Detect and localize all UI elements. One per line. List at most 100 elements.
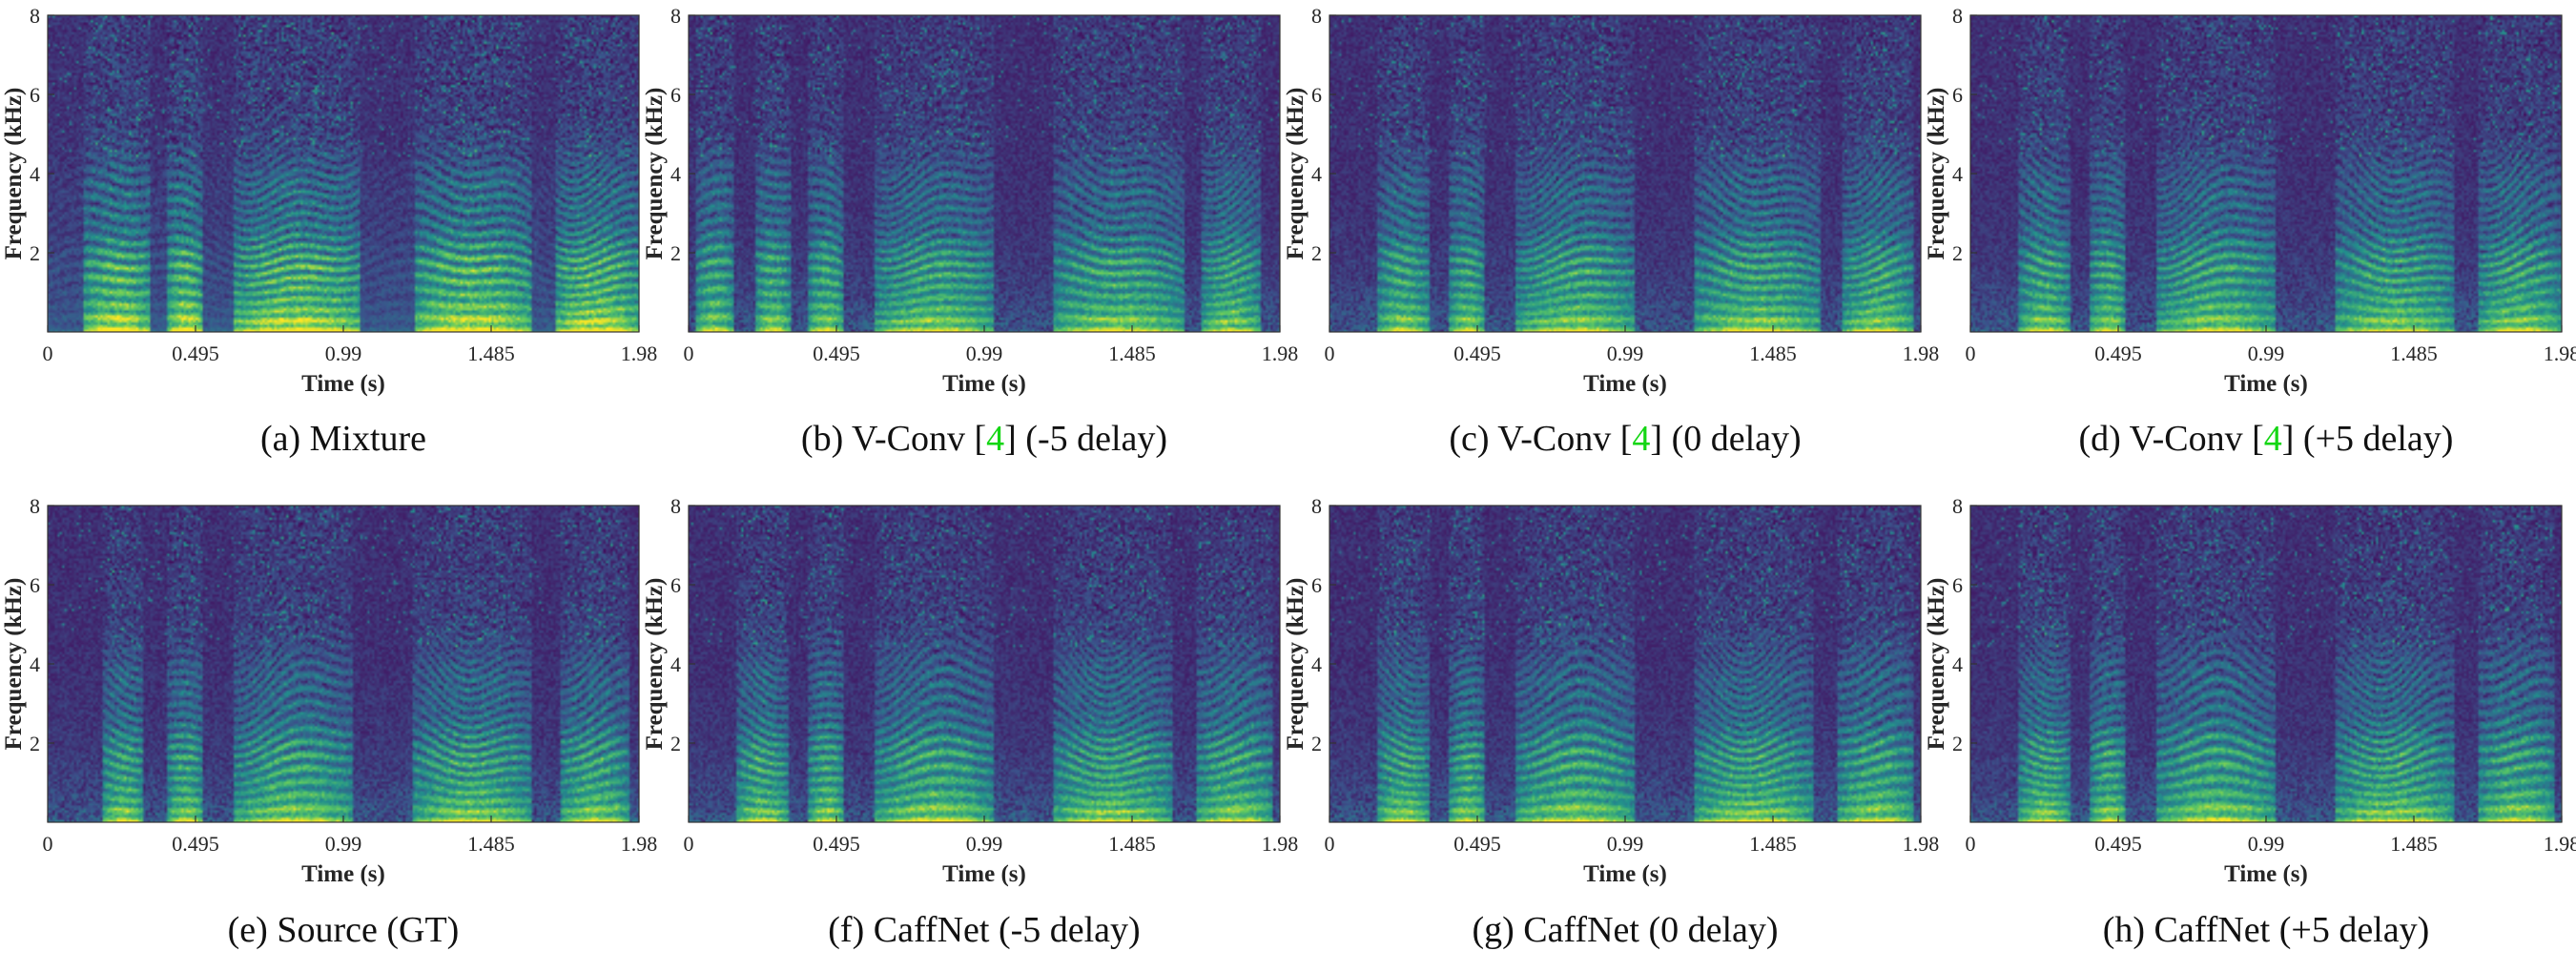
y-tick-label: 4 — [1952, 162, 1963, 186]
panel-d: 0 0.495 0.99 1.485 1.98 2 4 6 8 Time (s) Frequency… — [1924, 4, 2576, 459]
x-tick-label: 0.99 — [325, 832, 362, 856]
x-tick-label: 1.485 — [467, 341, 515, 365]
y-tick-label: 6 — [670, 83, 681, 107]
x-tick-label: 1.98 — [1262, 832, 1299, 856]
x-axis-label: Time (s) — [2224, 371, 2308, 397]
x-axis-label: Time (s) — [1583, 861, 1667, 887]
citation-link[interactable]: 4 — [986, 419, 1004, 459]
y-axis-label: Frequency (kHz) — [1283, 88, 1309, 260]
citation-link[interactable]: 4 — [2264, 419, 2282, 459]
x-tick-label: 1.485 — [2390, 832, 2438, 856]
caption-text: (d) V-Conv [ — [2079, 419, 2264, 459]
x-tick-label: 1.485 — [2390, 341, 2438, 365]
y-tick-label: 6 — [1952, 573, 1963, 597]
y-tick-label: 4 — [1311, 162, 1322, 186]
panel-f: 0 0.495 0.99 1.485 1.98 2 4 6 8 Time (s) Frequency… — [642, 494, 1298, 950]
caption-text: (c) V-Conv [ — [1449, 419, 1632, 459]
spectrogram-heatmap-e — [48, 506, 639, 822]
x-axis-label: Time (s) — [2224, 861, 2308, 887]
x-tick-label: 0.495 — [2094, 832, 2142, 856]
y-axis-label: Frequency (kHz) — [1924, 88, 1949, 260]
y-tick-label: 8 — [1311, 4, 1322, 28]
x-tick-label: 0.99 — [1607, 832, 1644, 856]
panel-caption: (b) V-Conv [4] (-5 delay) — [801, 419, 1167, 459]
y-axis-label: Frequency (kHz) — [1924, 578, 1949, 751]
y-tick-label: 4 — [670, 652, 681, 676]
panel-h: 0 0.495 0.99 1.485 1.98 2 4 6 8 Time (s) Frequency… — [1924, 494, 2576, 950]
x-tick-label: 0.495 — [2094, 341, 2142, 365]
x-tick-label: 1.98 — [1903, 832, 1940, 856]
x-tick-label: 0 — [1966, 341, 1976, 365]
y-axis-label: Frequency (kHz) — [642, 578, 668, 751]
x-tick-label: 1.98 — [621, 341, 658, 365]
y-tick-label: 2 — [30, 732, 40, 755]
caption-text-suffix: ] (0 delay) — [1650, 419, 1801, 459]
y-tick-label: 2 — [1952, 732, 1963, 755]
caption-text: (b) V-Conv [ — [801, 419, 986, 459]
x-tick-label: 0 — [1325, 832, 1335, 856]
y-tick-label: 8 — [30, 494, 40, 518]
panel-c: 0 0.495 0.99 1.485 1.98 2 4 6 8 Time (s) Frequency… — [1283, 4, 1939, 459]
x-tick-label: 0.99 — [2248, 832, 2285, 856]
x-tick-label: 0.495 — [1453, 832, 1501, 856]
spectrogram-heatmap-c — [1329, 15, 1921, 332]
y-tick-label: 4 — [30, 652, 40, 676]
x-tick-label: 1.485 — [1108, 832, 1156, 856]
panel-b: 0 0.495 0.99 1.485 1.98 2 4 6 8 Time (s) Frequency… — [642, 4, 1298, 459]
y-axis-label: Frequency (kHz) — [1283, 578, 1309, 751]
x-tick-label: 1.485 — [1108, 341, 1156, 365]
caption-text: (h) CaffNet (+5 delay) — [2103, 910, 2430, 950]
y-tick-label: 6 — [30, 83, 40, 107]
y-tick-label: 2 — [30, 241, 40, 265]
x-tick-label: 0.99 — [1607, 341, 1644, 365]
panel-caption: (d) V-Conv [4] (+5 delay) — [2079, 419, 2454, 459]
x-tick-label: 1.485 — [1749, 832, 1797, 856]
x-tick-label: 0.99 — [2248, 341, 2285, 365]
y-axis-label: Frequency (kHz) — [642, 88, 668, 260]
panel-caption: (f) CaffNet (-5 delay) — [828, 910, 1140, 950]
x-axis-label: Time (s) — [942, 371, 1026, 397]
y-tick-label: 8 — [670, 4, 681, 28]
x-tick-label: 0 — [684, 832, 694, 856]
x-tick-label: 0 — [43, 341, 53, 365]
spectrogram-heatmap-d — [1970, 15, 2562, 332]
panel-g: 0 0.495 0.99 1.485 1.98 2 4 6 8 Time (s) Frequency… — [1283, 494, 1939, 950]
spectrogram-heatmap-h — [1970, 506, 2562, 822]
panel-caption: (g) CaffNet (0 delay) — [1472, 910, 1778, 950]
spectrogram-heatmap-g — [1329, 506, 1921, 822]
panel-caption: (a) Mixture — [260, 419, 426, 459]
x-axis-label: Time (s) — [301, 371, 385, 397]
y-tick-label: 6 — [1311, 573, 1322, 597]
x-tick-label: 1.485 — [467, 832, 515, 856]
y-tick-label: 2 — [1952, 241, 1963, 265]
y-tick-label: 2 — [1311, 732, 1322, 755]
x-tick-label: 0.495 — [1453, 341, 1501, 365]
y-tick-label: 6 — [1311, 83, 1322, 107]
y-tick-label: 4 — [1311, 652, 1322, 676]
x-tick-label: 0.495 — [172, 832, 219, 856]
caption-text-suffix: ] (+5 delay) — [2282, 419, 2454, 459]
x-axis-label: Time (s) — [301, 861, 385, 887]
x-tick-label: 1.98 — [1262, 341, 1299, 365]
x-tick-label: 0.99 — [325, 341, 362, 365]
caption-text-suffix: ] (-5 delay) — [1004, 419, 1167, 459]
panel-e: 0 0.495 0.99 1.485 1.98 2 4 6 8 Time (s) Frequency… — [1, 494, 657, 950]
y-tick-label: 8 — [1311, 494, 1322, 518]
y-tick-label: 4 — [1952, 652, 1963, 676]
x-axis-label: Time (s) — [1583, 371, 1667, 397]
x-tick-label: 0 — [43, 832, 53, 856]
caption-text: (a) Mixture — [260, 419, 426, 459]
x-tick-label: 0 — [1325, 341, 1335, 365]
spectrogram-heatmap-f — [689, 506, 1280, 822]
panel-caption: (e) Source (GT) — [228, 910, 460, 950]
citation-link[interactable]: 4 — [1632, 419, 1650, 459]
y-tick-label: 8 — [1952, 494, 1963, 518]
caption-text: (e) Source (GT) — [228, 910, 460, 950]
y-tick-label: 2 — [670, 732, 681, 755]
y-tick-label: 4 — [30, 162, 40, 186]
panel-caption: (h) CaffNet (+5 delay) — [2103, 910, 2430, 950]
x-tick-label: 1.98 — [1903, 341, 1940, 365]
x-tick-label: 1.98 — [2544, 832, 2576, 856]
x-tick-label: 0.495 — [813, 341, 860, 365]
